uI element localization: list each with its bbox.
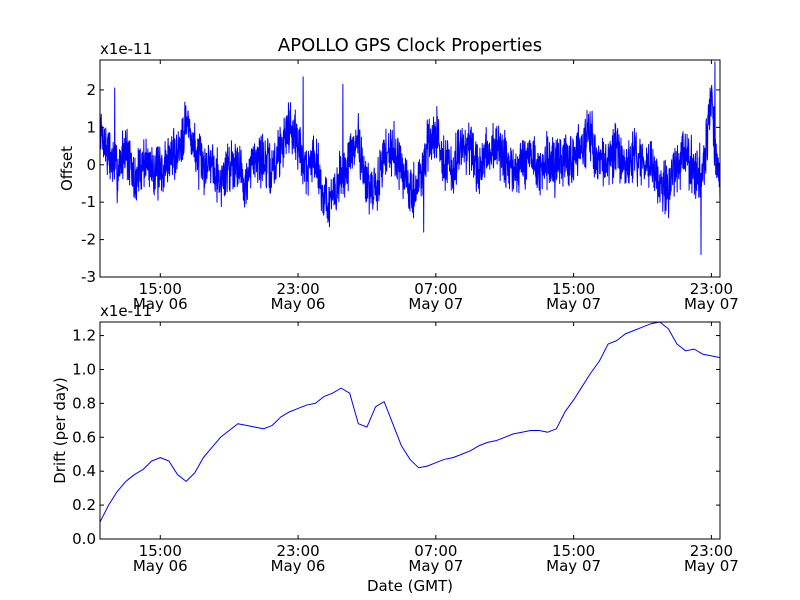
drift-x-tick-date: May 06 [133,557,188,575]
offset-y-tick-label: 2 [86,81,96,99]
offset-x-tick-time: 23:00 [276,280,319,298]
offset-x-tick-date: May 07 [408,295,463,313]
drift-y-axis-label: Drift (per day) [51,377,69,484]
offset-x-tick-date: May 07 [684,295,739,313]
offset-line [99,61,721,256]
offset-y-tick-label: 1 [86,118,96,136]
offset-x-tick-date: May 06 [271,295,326,313]
drift-x-tick-time: 07:00 [414,542,457,560]
drift-y-tick-label: 0.8 [72,394,96,412]
offset-y-ticks: -3 -2 -1 0 1 2 [81,81,720,286]
offset-y-tick-label: -1 [81,193,96,211]
drift-x-tick-time: 15:00 [552,542,595,560]
offset-x-tick-time: 15:00 [139,280,182,298]
drift-y-tick-label: 0.6 [72,428,96,446]
drift-x-tick-date: May 06 [271,557,326,575]
drift-y-tick-label: 1.2 [72,327,96,345]
drift-line [99,321,721,523]
offset-y-tick-label: -2 [81,231,96,249]
offset-x-tick-time: 15:00 [552,280,595,298]
drift-plot-area [100,322,720,539]
offset-x-tick-date: May 07 [546,295,601,313]
drift-frame [99,321,721,540]
drift-x-tick-date: May 07 [546,557,601,575]
drift-x-tick-time: 23:00 [276,542,319,560]
drift-y-tick-label: 1.0 [72,360,96,378]
offset-scale-label: x1e-11 [100,40,152,58]
offset-x-tick-date: May 06 [133,295,188,313]
offset-y-axis-label: Offset [58,146,76,191]
chart-title: APOLLO GPS Clock Properties [278,35,542,56]
drift-y-tick-label: 0.4 [72,462,96,480]
drift-x-tick-time: 23:00 [690,542,733,560]
offset-y-tick-label: -3 [81,268,96,286]
drift-y-tick-label: 0.0 [72,530,96,548]
offset-frame [99,59,721,278]
drift-x-tick-time: 15:00 [139,542,182,560]
drift-y-ticks: 0.0 0.2 0.4 0.6 0.8 1.0 1.2 [72,327,720,548]
drift-y-tick-label: 0.2 [72,496,96,514]
drift-x-axis-label: Date (GMT) [367,577,453,595]
offset-y-tick-label: 0 [86,156,96,174]
offset-x-tick-time: 07:00 [414,280,457,298]
drift-x-tick-date: May 07 [684,557,739,575]
offset-x-tick-time: 23:00 [690,280,733,298]
drift-scale-label: x1e-11 [100,302,152,320]
drift-x-tick-date: May 07 [408,557,463,575]
